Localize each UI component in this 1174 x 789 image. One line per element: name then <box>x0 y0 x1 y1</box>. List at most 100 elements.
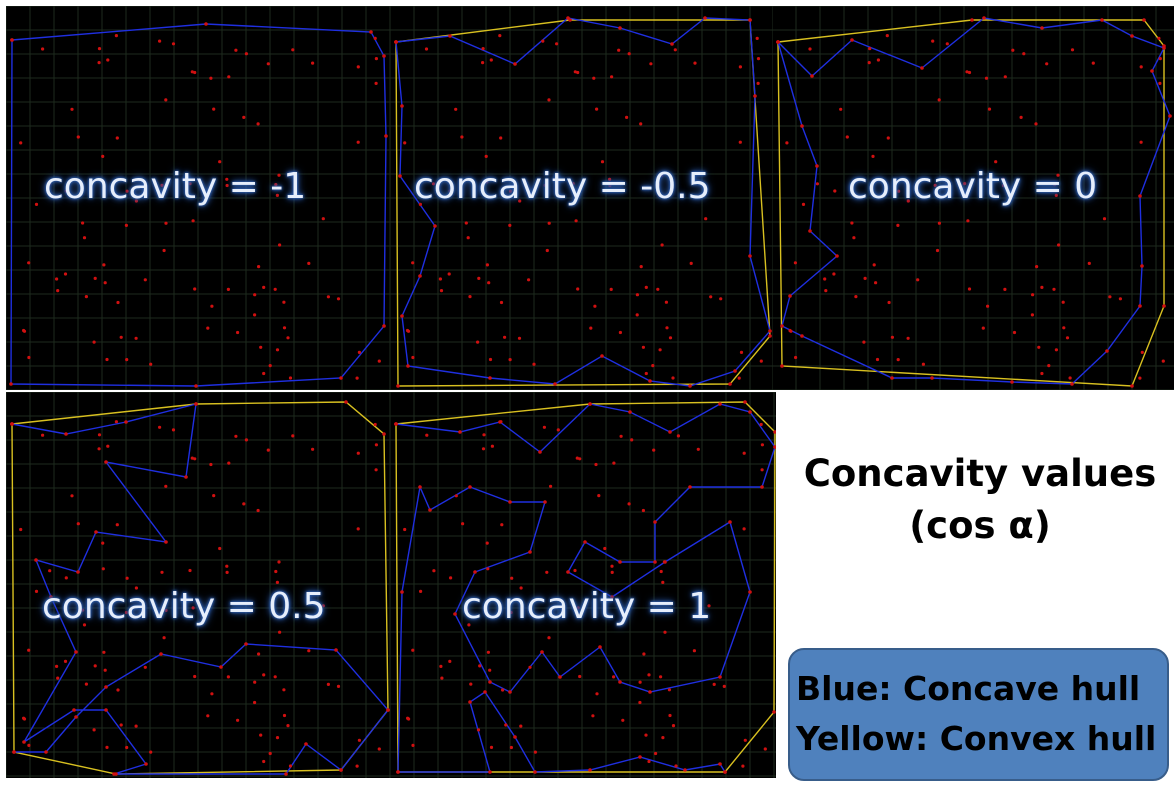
point <box>627 52 631 56</box>
hull-vertex <box>104 460 108 464</box>
point <box>742 527 746 531</box>
point <box>576 70 580 75</box>
point <box>447 272 451 276</box>
grid <box>390 6 772 390</box>
point <box>275 580 279 584</box>
point <box>573 568 577 573</box>
hull-vertex <box>22 740 26 744</box>
point <box>755 36 759 40</box>
point <box>1022 52 1026 56</box>
point <box>963 182 967 186</box>
hull-vertex <box>753 94 757 98</box>
point <box>519 586 523 590</box>
title-line-1: Concavity values <box>803 452 1157 495</box>
point <box>481 447 486 451</box>
point <box>114 34 118 38</box>
point <box>868 47 872 51</box>
hull-vertex <box>64 432 68 436</box>
point <box>489 58 493 62</box>
panel-label: concavity = 0.5 <box>42 586 326 627</box>
point <box>257 652 261 656</box>
point <box>739 350 744 354</box>
point <box>275 348 280 352</box>
point <box>97 47 102 51</box>
point <box>545 570 549 574</box>
point <box>641 508 645 513</box>
point <box>589 326 593 330</box>
hull-vertex <box>339 376 343 380</box>
hull-vertex <box>743 400 747 404</box>
hull-vertex <box>344 400 348 404</box>
hull-vertex <box>540 650 544 654</box>
point <box>236 330 240 335</box>
point <box>760 468 764 472</box>
point <box>608 183 612 188</box>
hull-vertex <box>400 314 404 318</box>
point <box>987 107 992 111</box>
hull-vertex <box>1100 18 1104 22</box>
point <box>373 36 377 40</box>
point <box>833 189 837 193</box>
point <box>92 340 96 344</box>
panel-concavity-0: concavity = 0 <box>772 6 1174 390</box>
point <box>425 433 429 437</box>
point <box>509 745 513 750</box>
point <box>336 297 341 301</box>
point <box>234 48 238 52</box>
point <box>533 750 537 754</box>
hull-vertex <box>184 475 188 479</box>
point <box>591 714 595 718</box>
hull-vertex <box>800 124 804 128</box>
point <box>1140 350 1144 354</box>
point <box>875 357 880 362</box>
point <box>576 287 580 291</box>
point <box>845 135 849 139</box>
hull-vertex <box>468 700 472 704</box>
hull-vertex <box>398 174 402 178</box>
point <box>499 136 503 140</box>
hull-vertex <box>768 329 772 333</box>
point <box>906 336 910 340</box>
point <box>266 448 270 452</box>
point <box>608 177 612 181</box>
hull-vertex <box>768 334 772 338</box>
point <box>742 451 746 455</box>
point <box>676 434 680 438</box>
point <box>489 745 494 749</box>
hull-vertex <box>1140 264 1144 268</box>
hull-vertex <box>400 590 404 594</box>
hull-vertex <box>835 254 839 258</box>
point <box>794 355 798 360</box>
point <box>674 764 678 768</box>
point <box>619 434 623 438</box>
hull-vertex <box>369 30 373 34</box>
point <box>41 47 45 51</box>
hull-vertex <box>488 680 492 684</box>
point <box>1158 57 1162 61</box>
point <box>193 287 197 291</box>
point <box>896 223 900 227</box>
hull-vertex <box>219 665 223 669</box>
point <box>48 182 52 186</box>
point <box>671 724 676 728</box>
hull-vertex <box>384 134 388 138</box>
hull-vertex <box>396 384 400 388</box>
point <box>664 300 668 304</box>
point <box>326 295 330 299</box>
point <box>158 425 162 429</box>
hull-vertex <box>670 42 674 46</box>
point <box>518 199 522 203</box>
point <box>439 289 444 293</box>
point <box>105 357 109 362</box>
point <box>274 183 278 187</box>
point <box>449 576 453 580</box>
hull-vertex <box>488 376 492 380</box>
point <box>801 202 806 206</box>
point <box>454 107 458 111</box>
point <box>209 462 213 467</box>
point <box>486 650 490 654</box>
hull-vertex <box>382 54 386 58</box>
point <box>41 433 45 437</box>
point <box>101 154 105 158</box>
point <box>635 293 639 297</box>
